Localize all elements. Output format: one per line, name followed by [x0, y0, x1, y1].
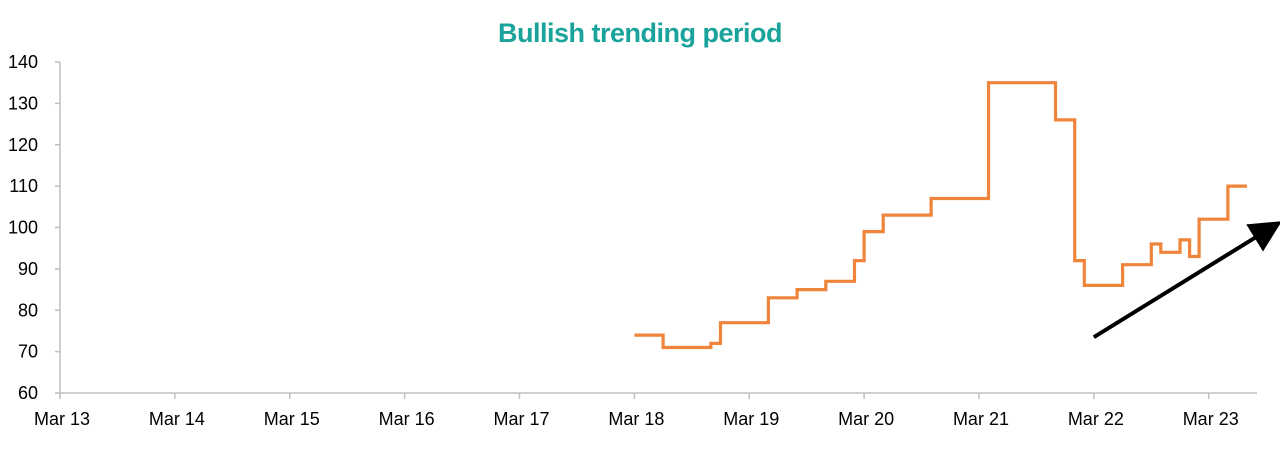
y-tick-label: 110: [9, 176, 38, 196]
y-tick-label: 140: [8, 52, 38, 72]
y-tick-label: 70: [18, 342, 38, 362]
y-tick-label: 130: [8, 93, 38, 113]
x-tick-label: Mar 20: [838, 409, 894, 429]
x-tick-label: Mar 13: [34, 409, 90, 429]
x-tick-label: Mar 21: [953, 409, 1009, 429]
y-tick-label: 80: [18, 300, 38, 320]
x-tick-label: Mar 15: [264, 409, 320, 429]
x-tick-label: Mar 22: [1068, 409, 1124, 429]
y-tick-label: 60: [18, 383, 38, 403]
x-tick-label: Mar 18: [608, 409, 664, 429]
y-tick-label: 120: [8, 135, 38, 155]
y-tick-label: 100: [8, 218, 38, 238]
trend-arrow: [1092, 221, 1280, 339]
x-tick-label: Mar 19: [723, 409, 779, 429]
x-tick-label: Mar 16: [379, 409, 435, 429]
series-line: [634, 81, 1247, 350]
chart-title: Bullish trending period: [498, 18, 783, 48]
x-tick-label: Mar 14: [149, 409, 205, 429]
x-tick-label: Mar 17: [493, 409, 549, 429]
y-tick-label: 90: [18, 259, 38, 279]
x-tick-label: Mar 23: [1183, 409, 1239, 429]
